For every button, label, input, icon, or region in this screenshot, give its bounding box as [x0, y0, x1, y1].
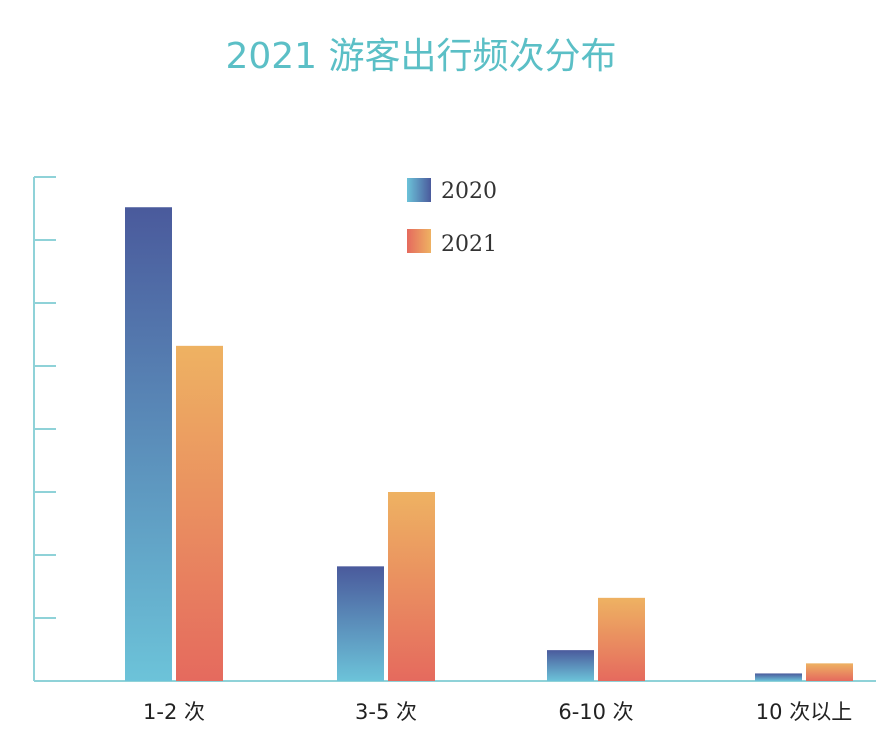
x-tick-label: 10 次以上: [756, 700, 852, 724]
x-tick-label: 3-5 次: [355, 700, 417, 724]
bar-2021-1: [176, 345, 223, 681]
x-tick-label: 1-2 次: [143, 700, 205, 724]
bar-2020-3: [547, 650, 594, 681]
x-tick-labels: 1-2 次 3-5 次 6-10 次 10 次以上: [143, 700, 852, 724]
bar-2020-4: [755, 673, 802, 681]
chart-title: 2021 游客出行频次分布: [225, 36, 616, 77]
bar-2020-1: [125, 207, 172, 682]
x-tick-label: 6-10 次: [558, 700, 633, 724]
legend-swatch-2020: [407, 178, 431, 202]
bars: [125, 207, 853, 682]
legend-label-2021: 2021: [441, 232, 497, 257]
legend-item-2021: 2021: [407, 229, 497, 257]
legend-swatch-2021: [407, 229, 431, 253]
bar-2021-2: [388, 492, 435, 681]
bar-2020-2: [337, 566, 384, 681]
bar-2021-4: [806, 663, 853, 681]
legend: 2020 2021: [407, 178, 497, 257]
legend-label-2020: 2020: [441, 179, 497, 204]
axes: [33, 176, 876, 682]
legend-item-2020: 2020: [407, 178, 497, 204]
bar-2021-3: [598, 597, 645, 681]
